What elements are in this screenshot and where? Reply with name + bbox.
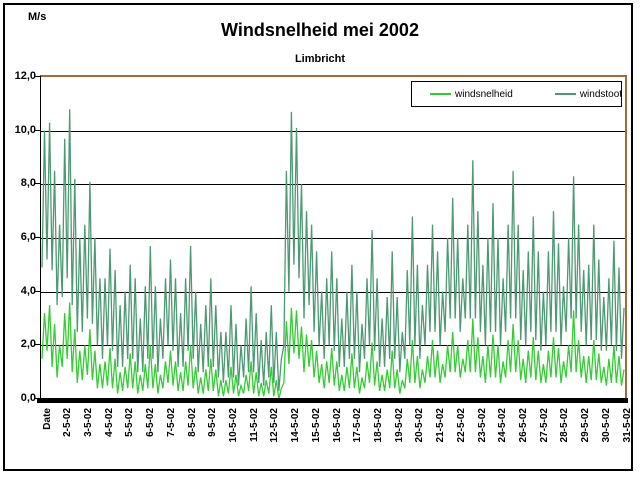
x-tick-label-19-5-02: 19-5-02 [393,408,405,443]
x-axis-line [37,398,628,403]
windstoot-line-swatch [554,93,576,95]
x-tick-label-20-5-02: 20-5-02 [414,408,426,443]
y-tick-mark-10,0 [34,130,40,131]
x-tick-label-30-5-02: 30-5-02 [600,408,612,443]
y-tick-label-2,0: 2,0 [20,338,36,351]
x-tick-label-11-5-02: 11-5-02 [248,408,260,442]
x-tick-label-21-5-02: 21-5-02 [435,408,447,443]
x-tick-label-24-5-02: 24-5-02 [497,408,509,443]
x-tick-label-7-5-02: 7-5-02 [165,408,177,437]
x-tick-label-2-5-02: 2-5-02 [62,408,74,437]
x-tick-label-29-5-02: 29-5-02 [580,408,592,443]
chart-subtitle: Limbricht [294,53,346,65]
y-tick-mark-2,0 [34,344,40,345]
x-tick-label-28-5-02: 28-5-02 [559,408,571,443]
plot-area [40,75,627,399]
x-tick-label-23-5-02: 23-5-02 [476,408,488,443]
legend-label-windsnelheid: windsnelheid [455,88,513,100]
legend-box: windsnelheid windstoot [411,81,622,107]
x-tick-label-16-5-02: 16-5-02 [331,408,343,443]
legend-item-windstoot: windstoot [554,88,623,100]
y-tick-mark-8,0 [34,183,40,184]
windsnelheid-line-swatch [430,93,451,95]
x-tick-label-31-5-02: 31-5-02 [621,408,633,443]
x-tick-label-Date: Date [41,408,53,430]
x-tick-label-14-5-02: 14-5-02 [290,408,302,443]
y-tick-mark-4,0 [34,291,40,292]
y-tick-label-12,0: 12,0 [14,70,36,82]
x-tick-label-4-5-02: 4-5-02 [103,408,115,437]
y-tick-label-4,0: 4,0 [20,284,36,297]
x-tick-label-26-5-02: 26-5-02 [517,408,529,443]
y-tick-label-6,0: 6,0 [20,231,36,243]
series-plot-svg [41,109,625,399]
x-tick-label-17-5-02: 17-5-02 [352,408,364,443]
x-tick-label-12-5-02: 12-5-02 [269,408,281,443]
y-tick-label-10,0: 10,0 [14,123,36,136]
y-tick-label-8,0: 8,0 [20,177,36,190]
x-tick-label-5-5-02: 5-5-02 [124,408,136,437]
x-tick-label-15-5-02: 15-5-02 [310,408,322,443]
x-tick-label-9-5-02: 9-5-02 [207,408,219,437]
x-tick-label-10-5-02: 10-5-02 [227,408,239,443]
x-tick-label-8-5-02: 8-5-02 [186,408,198,437]
series-line-windsnelheid [41,302,625,399]
y-tick-mark-12,0 [34,76,40,77]
chart-title: Windsnelheid mei 2002 [221,20,419,40]
y-axis-unit-label: M/s [28,11,47,23]
y-tick-mark-0,0 [34,398,40,399]
x-tick-label-3-5-02: 3-5-02 [82,408,94,437]
y-tick-label-0,0: 0,0 [20,392,36,404]
series-line-windstoot [41,109,625,391]
x-tick-label-6-5-02: 6-5-02 [145,408,157,437]
legend-label-windstoot: windstoot [579,88,623,100]
x-tick-label-18-5-02: 18-5-02 [372,408,384,443]
x-tick-label-27-5-02: 27-5-02 [538,408,550,443]
x-tick-label-22-5-02: 22-5-02 [455,408,467,443]
legend-item-windsnelheid: windsnelheid [430,89,513,100]
y-tick-mark-6,0 [34,237,40,238]
